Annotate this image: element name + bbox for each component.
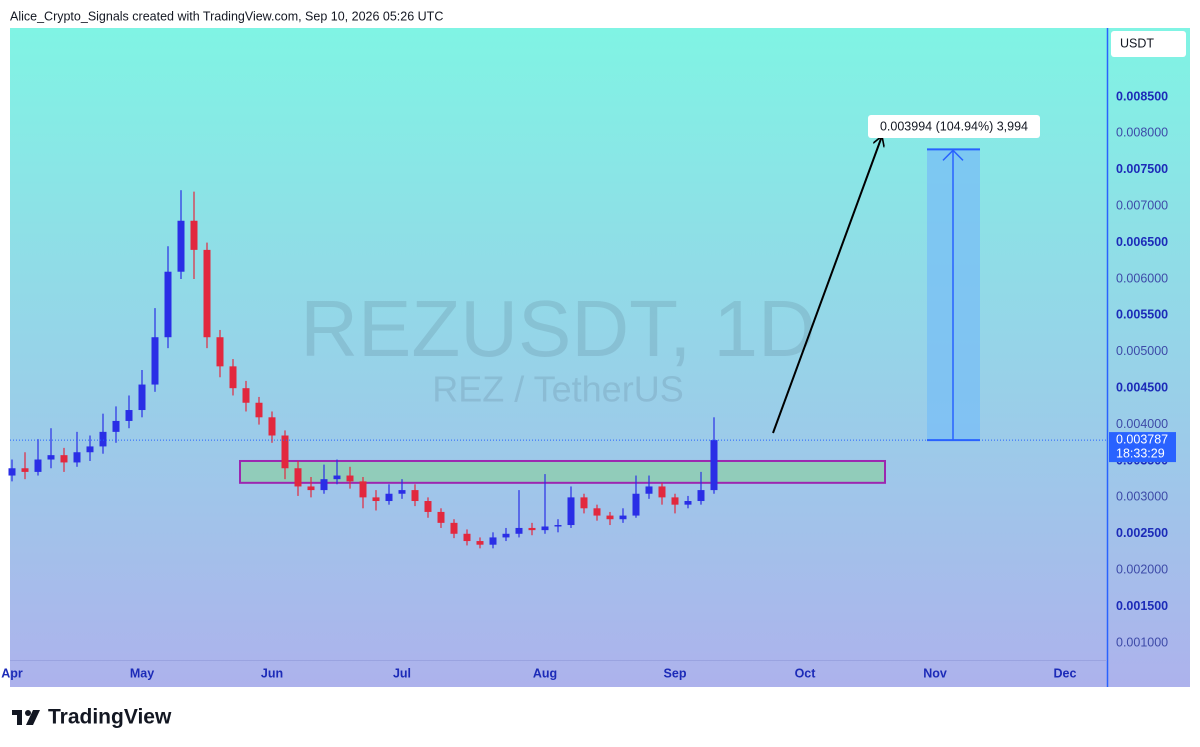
x-tick-label: Jun: [261, 666, 283, 680]
candle-body: [437, 511, 445, 523]
candle-body: [242, 388, 250, 403]
candle-body: [372, 497, 380, 502]
candle-body: [671, 497, 679, 505]
y-tick-label: 0.004000: [1116, 417, 1168, 431]
candle-body: [60, 455, 68, 463]
watermark-symbol: REZUSDT, 1D: [300, 284, 816, 373]
x-tick-label: May: [130, 666, 154, 680]
candle-body: [229, 366, 237, 389]
header: Alice_Crypto_Signals created with Tradin…: [10, 9, 443, 23]
candle-body: [710, 440, 718, 491]
candle-body: [294, 468, 302, 487]
candle-body: [632, 493, 640, 516]
candle-body: [398, 490, 406, 494]
candle-body: [346, 475, 354, 482]
candle-body: [593, 508, 601, 516]
candle-body: [528, 527, 536, 531]
candle-body: [554, 525, 562, 527]
candle-body: [255, 402, 263, 418]
candle-body: [281, 435, 289, 469]
brand: TradingView: [48, 706, 172, 729]
y-tick-label: 0.008000: [1116, 126, 1168, 140]
candle-body: [268, 417, 276, 436]
y-tick-label: 0.005000: [1116, 344, 1168, 358]
candle-body: [73, 452, 81, 463]
candle-body: [411, 490, 419, 502]
countdown: 18:33:29: [1116, 446, 1165, 460]
candle-body: [658, 486, 666, 498]
candle-body: [8, 468, 16, 476]
candle-body: [424, 501, 432, 512]
candle-body: [697, 490, 705, 502]
candle-body: [359, 481, 367, 498]
last-price-box: [1109, 432, 1176, 463]
y-tick-label: 0.005500: [1116, 308, 1168, 322]
candle-body: [515, 527, 523, 534]
candle-body: [333, 475, 341, 480]
currency: USDT: [1120, 36, 1154, 50]
x-tick-label: Dec: [1054, 666, 1077, 680]
candle-body: [164, 271, 172, 338]
y-tick-label: 0.002500: [1116, 526, 1168, 540]
tradingview-logo: [12, 710, 40, 725]
x-tick-label: Oct: [795, 666, 817, 680]
candle-body: [320, 479, 328, 491]
candle-body: [203, 249, 211, 338]
candle-body: [684, 501, 692, 505]
candle-body: [463, 533, 471, 542]
x-tick-label: Apr: [1, 666, 23, 680]
candle-body: [138, 384, 146, 411]
candle-body: [216, 337, 224, 367]
candle-body: [606, 515, 614, 520]
projection-label: 0.003994 (104.94%) 3,994: [880, 119, 1028, 133]
y-tick-label: 0.007500: [1116, 162, 1168, 176]
y-tick-label: 0.006000: [1116, 271, 1168, 285]
candle-body: [112, 420, 120, 432]
candle-body: [307, 486, 315, 491]
y-tick-label: 0.004500: [1116, 380, 1168, 394]
candle-body: [502, 533, 510, 538]
trend-arrow: [772, 136, 882, 434]
candle-body: [177, 220, 185, 272]
candle-body: [567, 497, 575, 526]
candle-body: [385, 493, 393, 502]
x-tick-label: Nov: [923, 666, 947, 680]
support-zone: [239, 459, 886, 484]
y-tick-label: 0.006500: [1116, 235, 1168, 249]
candle-body: [450, 522, 458, 534]
candle-body: [47, 455, 55, 460]
y-tick-label: 0.002000: [1116, 562, 1168, 576]
y-tick-label: 0.001000: [1116, 635, 1168, 649]
candle-body: [476, 541, 484, 545]
y-tick-label: 0.003000: [1116, 490, 1168, 504]
candle-body: [541, 526, 549, 531]
candle-body: [489, 537, 497, 545]
y-tick-label: 0.007000: [1116, 198, 1168, 212]
candle-body: [190, 220, 198, 250]
watermark-description: REZ / TetherUS: [432, 369, 683, 410]
candle-body: [34, 459, 42, 472]
x-tick-label: Aug: [533, 666, 557, 680]
x-tick-label: Jul: [393, 666, 411, 680]
candle-body: [21, 468, 29, 472]
candle-body: [125, 410, 133, 421]
currency-box[interactable]: [1111, 31, 1186, 57]
candle-body: [619, 515, 627, 520]
candle-body: [151, 337, 159, 385]
candle-body: [86, 446, 94, 453]
candle-body: [645, 486, 653, 494]
y-tick-label: 0.001500: [1116, 599, 1168, 613]
projection-arrowhead: [942, 149, 964, 161]
last-price-label: 0.003787: [1116, 432, 1168, 446]
candle-body: [99, 431, 107, 447]
x-tick-label: Sep: [664, 666, 687, 680]
projection-label-box: [868, 115, 1040, 138]
candle-body: [580, 497, 588, 509]
y-tick-label: 0.008500: [1116, 89, 1168, 103]
